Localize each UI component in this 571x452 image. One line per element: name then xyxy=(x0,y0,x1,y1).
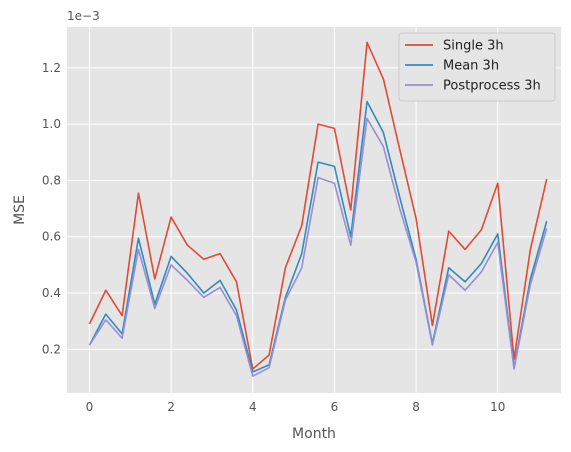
y-tick-label: 0.2 xyxy=(42,342,61,356)
y-tick-label: 1.0 xyxy=(42,117,61,131)
y-offset-label: 1e−3 xyxy=(67,9,100,23)
y-tick-label: 0.6 xyxy=(42,230,61,244)
y-tick-label: 1.2 xyxy=(42,61,61,75)
y-tick-label: 0.4 xyxy=(42,286,61,300)
x-tick-label: 8 xyxy=(412,400,420,414)
y-tick-label: 0.8 xyxy=(42,173,61,187)
series-lines xyxy=(88,41,548,377)
series-line-1 xyxy=(88,100,548,373)
x-tick-label: 10 xyxy=(490,400,505,414)
legend-label: Postprocess 3h xyxy=(443,79,541,94)
legend-label: Single 3h xyxy=(443,39,504,54)
x-tick-label: 0 xyxy=(86,400,94,414)
x-tick-label: 2 xyxy=(167,400,175,414)
series-line-2 xyxy=(88,117,548,377)
y-axis-label: MSE xyxy=(12,195,28,225)
x-axis-label: Month xyxy=(292,426,336,442)
x-tick-label: 6 xyxy=(331,400,339,414)
x-tick-label: 4 xyxy=(249,400,257,414)
grid xyxy=(67,27,561,393)
legend-box xyxy=(398,32,556,102)
x-tick-labels: 0 2 4 6 8 10 xyxy=(86,400,506,414)
series-line-0 xyxy=(88,41,548,370)
y-tick-labels: 0.2 0.4 0.6 0.8 1.0 1.2 xyxy=(42,61,61,357)
legend: Single 3h Mean 3h Postprocess 3h xyxy=(398,32,556,102)
legend-label: Mean 3h xyxy=(443,59,499,74)
